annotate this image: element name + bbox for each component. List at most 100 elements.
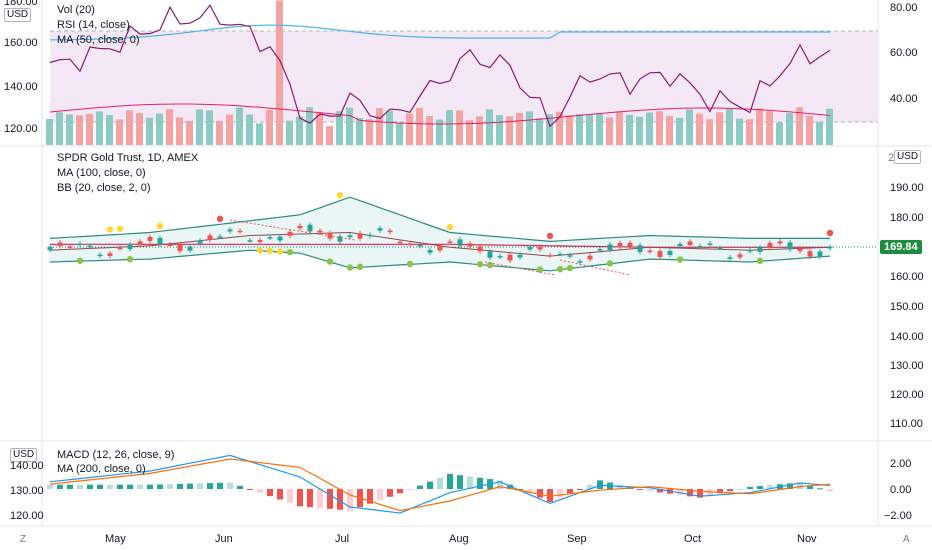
candle-body xyxy=(367,234,373,237)
candlesticks xyxy=(47,222,833,266)
candle-body xyxy=(827,246,833,249)
volume-bar xyxy=(56,112,63,145)
candle-body xyxy=(277,236,283,241)
right-axis-tick: 80.00 xyxy=(890,2,918,14)
volume-bar xyxy=(226,114,233,145)
volume-bar xyxy=(436,119,443,145)
zoom-button[interactable]: Z xyxy=(20,534,27,545)
volume-bar xyxy=(66,114,73,145)
candle-body xyxy=(347,235,353,238)
candle-body xyxy=(377,228,383,231)
volume-bar xyxy=(186,120,193,145)
legend-ma200[interactable]: MA (200, close, 0) xyxy=(57,463,146,475)
candle-body xyxy=(577,261,583,263)
legend-rsi[interactable]: RSI (14, close) xyxy=(57,19,130,31)
volume-bar xyxy=(216,120,223,145)
candle-body xyxy=(787,242,793,250)
macd-histogram-bar xyxy=(307,489,313,508)
candle-body xyxy=(797,248,803,252)
candle-body xyxy=(357,233,363,239)
candle-body xyxy=(437,246,443,251)
volume-bar xyxy=(716,112,723,145)
legend-vol[interactable]: Vol (20) xyxy=(57,4,95,16)
candle-body xyxy=(417,245,423,247)
volume-bar xyxy=(376,108,383,145)
macd-histogram-bar xyxy=(347,489,353,511)
price-tick: 120.00 xyxy=(890,389,924,401)
currency-label[interactable]: USD xyxy=(10,448,38,462)
macd-histogram-bar xyxy=(177,483,183,489)
volume-bar xyxy=(346,107,353,145)
candle-body xyxy=(407,243,413,246)
macd-histogram-bar xyxy=(537,489,543,498)
candle-body xyxy=(617,242,623,248)
candle-body xyxy=(467,243,473,247)
candle-body xyxy=(507,254,513,261)
macd-histogram-bar xyxy=(237,485,243,489)
price-tick: 150.00 xyxy=(890,301,924,313)
time-label: Oct xyxy=(684,533,702,545)
candle-body xyxy=(137,241,143,245)
candle-body xyxy=(627,242,633,247)
volume-bar xyxy=(76,115,83,145)
candle-body xyxy=(317,230,323,233)
auto-scale-button[interactable]: A xyxy=(903,534,910,545)
legend-bb[interactable]: BB (20, close, 2, 0) xyxy=(57,182,151,194)
signal-dot xyxy=(286,248,294,256)
candle-body xyxy=(777,241,783,244)
volume-bar xyxy=(386,110,393,145)
candle-body xyxy=(57,242,63,246)
signal-dot xyxy=(116,225,124,233)
macd-histogram-bar xyxy=(767,485,773,489)
candle-body xyxy=(657,251,663,257)
signal-dot xyxy=(106,226,114,233)
signal-dot xyxy=(566,264,574,272)
macd-histogram-bar xyxy=(197,483,203,489)
volume-bar xyxy=(476,116,483,145)
volume-bar xyxy=(246,114,253,145)
macd-histogram-bar xyxy=(417,485,423,489)
volume-bar xyxy=(536,118,543,145)
candle-body xyxy=(557,253,563,256)
candle-body xyxy=(447,241,453,243)
candle-body xyxy=(647,250,653,253)
macd-histogram-bar xyxy=(797,482,803,489)
volume-bar xyxy=(746,119,753,145)
volume-bar xyxy=(206,110,213,145)
macd-histogram-bar xyxy=(387,489,393,497)
candle-body xyxy=(477,246,483,252)
candle-body xyxy=(607,244,613,250)
signal-dot xyxy=(346,264,354,271)
macd-histogram-bar xyxy=(257,489,263,493)
signal-dot xyxy=(676,256,684,263)
legend-macd[interactable]: MACD (12, 26, close, 9) xyxy=(57,449,175,461)
macd-line xyxy=(49,454,831,514)
volume-bar xyxy=(586,114,593,145)
signal-dot xyxy=(546,232,554,240)
volume-bar xyxy=(266,109,273,145)
last-price-badge[interactable]: 169.84 xyxy=(880,240,922,254)
currency-label[interactable]: USD xyxy=(894,150,922,164)
legend-symbol[interactable]: SPDR Gold Trust, 1D, AMEX xyxy=(57,152,199,164)
signal-dot xyxy=(276,248,284,255)
macd-histogram-bar xyxy=(207,483,213,489)
macd-histogram-bar xyxy=(697,489,703,498)
signal-dot xyxy=(556,266,564,273)
macd-histogram-bar xyxy=(727,489,733,492)
volume-bar xyxy=(506,116,513,145)
currency-label[interactable]: USD xyxy=(4,8,32,22)
macd-histogram-bar xyxy=(457,475,463,489)
candle-body xyxy=(497,255,503,258)
legend-ma100[interactable]: MA (100, close, 0) xyxy=(57,167,146,179)
volume-bar xyxy=(406,113,413,145)
bb-upper-line xyxy=(49,196,830,243)
candle-body xyxy=(487,251,493,258)
macd-axis-tick: 2.00 xyxy=(890,458,912,470)
volume-bar xyxy=(706,119,713,145)
trend-line xyxy=(229,219,356,241)
macd-histogram-bar xyxy=(517,489,523,490)
candle-body xyxy=(167,244,173,247)
macd-histogram-bar xyxy=(397,489,403,494)
legend-ma50[interactable]: MA (50, close, 0) xyxy=(57,34,140,46)
